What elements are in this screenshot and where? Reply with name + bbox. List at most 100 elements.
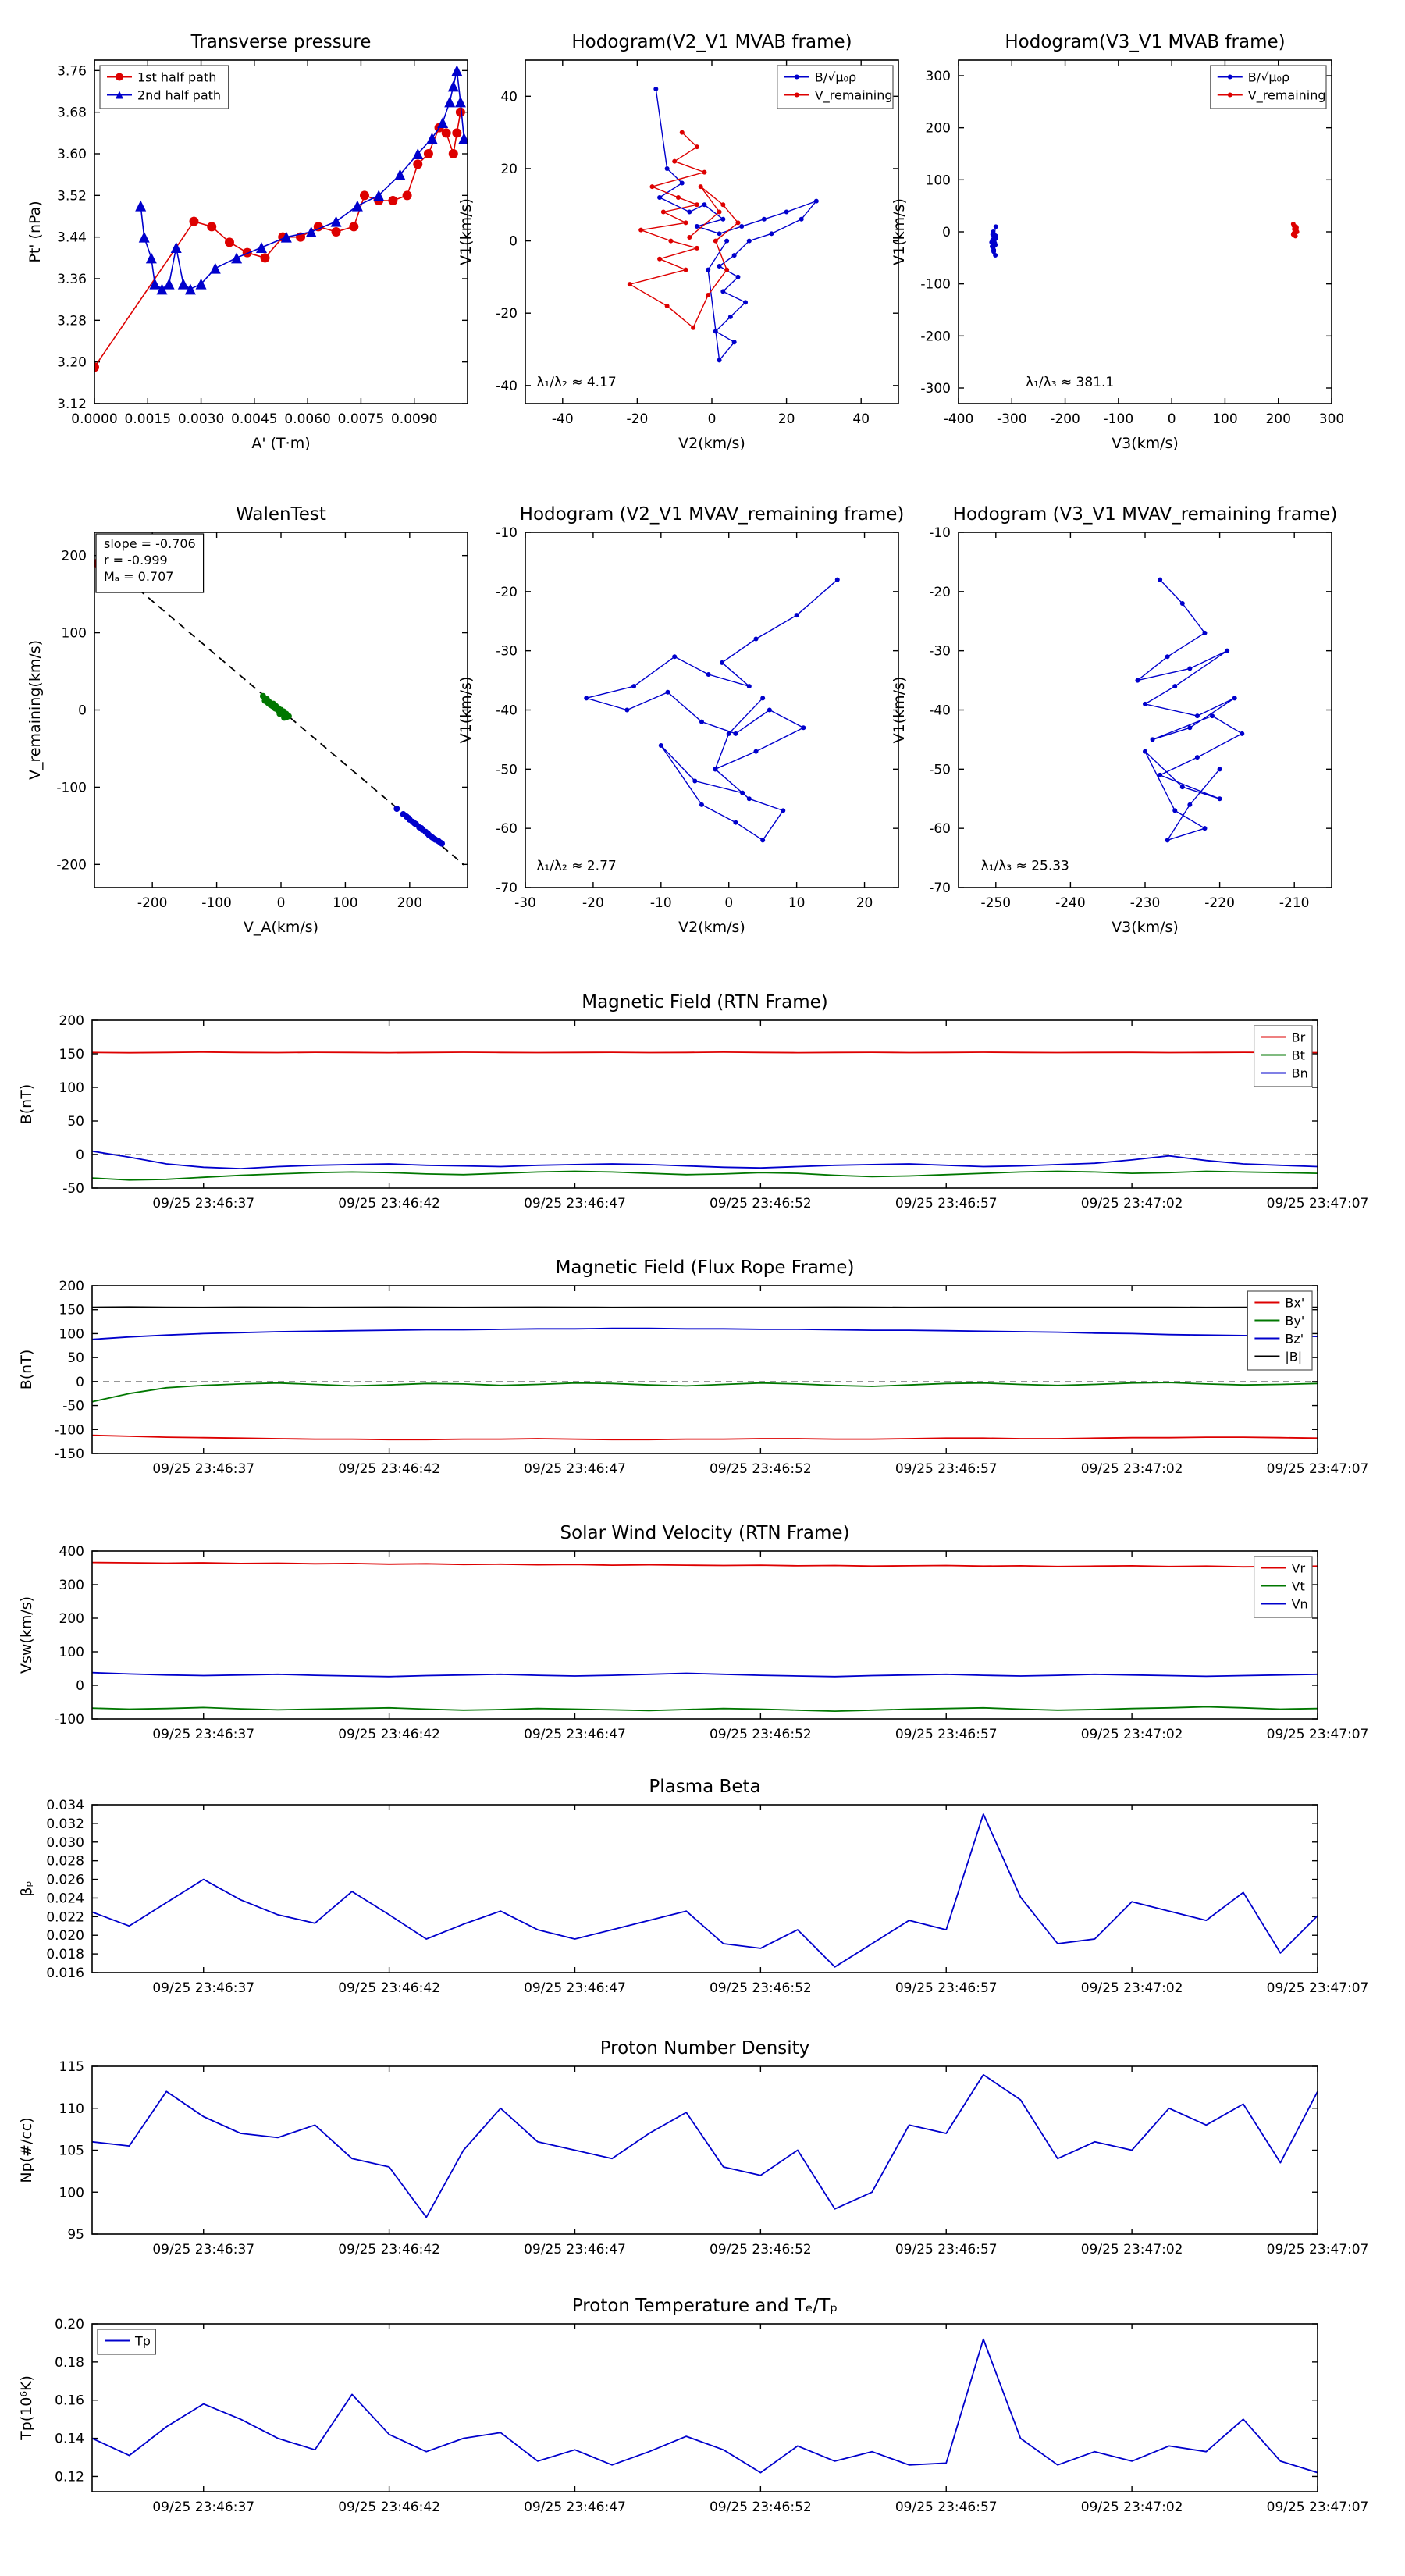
svg-text:Hodogram (V2_V1 MVAV_remaining: Hodogram (V2_V1 MVAV_remaining frame) (520, 504, 905, 525)
svg-text:40: 40 (500, 89, 518, 105)
svg-text:-100: -100 (201, 895, 232, 911)
svg-text:λ₁/λ₂ ≈ 2.77: λ₁/λ₂ ≈ 2.77 (536, 858, 616, 873)
svg-text:-40: -40 (496, 379, 518, 394)
svg-text:09/25 23:46:47: 09/25 23:46:47 (524, 2242, 626, 2258)
svg-text:09/25 23:46:57: 09/25 23:46:57 (895, 1196, 998, 1212)
svg-text:20: 20 (778, 411, 795, 427)
svg-text:200: 200 (397, 895, 422, 911)
svg-text:Bz': Bz' (1285, 1332, 1304, 1347)
svg-text:09/25 23:46:57: 09/25 23:46:57 (895, 1461, 998, 1477)
svg-text:09/25 23:46:52: 09/25 23:46:52 (710, 1980, 812, 1996)
svg-text:0.0060: 0.0060 (284, 411, 330, 427)
svg-text:09/25 23:46:52: 09/25 23:46:52 (710, 1461, 812, 1477)
svg-text:0.032: 0.032 (46, 1816, 84, 1832)
svg-text:40: 40 (852, 411, 870, 427)
svg-text:Hodogram (V3_V1 MVAV_remaining: Hodogram (V3_V1 MVAV_remaining frame) (953, 504, 1338, 525)
svg-text:B/√μ₀ρ: B/√μ₀ρ (815, 70, 856, 85)
svg-text:-10: -10 (929, 525, 951, 541)
svg-text:09/25 23:46:52: 09/25 23:46:52 (710, 1727, 812, 1742)
svg-text:0: 0 (708, 411, 717, 427)
svg-text:V3(km/s): V3(km/s) (1112, 435, 1179, 452)
chart-magnetic-field-flux-rope: Magnetic Field (Flux Rope Frame) 09/25 23… (0, 1245, 1405, 1491)
svg-text:Pt' (nPa): Pt' (nPa) (27, 201, 44, 262)
svg-text:0.0030: 0.0030 (178, 411, 224, 427)
svg-text:50: 50 (67, 1350, 84, 1366)
svg-text:300: 300 (59, 1578, 84, 1593)
svg-text:100: 100 (926, 173, 951, 188)
svg-text:100: 100 (62, 626, 87, 642)
svg-text:09/25 23:46:37: 09/25 23:46:37 (152, 1980, 254, 1996)
svg-text:-50: -50 (62, 1181, 84, 1197)
svg-text:-20: -20 (496, 306, 518, 322)
svg-text:-400: -400 (944, 411, 974, 427)
svg-text:-50: -50 (62, 1399, 84, 1414)
svg-text:0.034: 0.034 (46, 1798, 84, 1813)
svg-text:-30: -30 (514, 895, 536, 911)
svg-text:150: 150 (59, 1047, 84, 1062)
svg-text:-50: -50 (496, 762, 518, 777)
svg-text:WalenTest: WalenTest (236, 504, 326, 525)
svg-text:-240: -240 (1055, 895, 1086, 911)
svg-text:105: 105 (59, 2144, 84, 2159)
svg-text:09/25 23:47:02: 09/25 23:47:02 (1081, 1196, 1183, 1212)
svg-text:0.0045: 0.0045 (231, 411, 277, 427)
svg-text:λ₁/λ₃ ≈ 25.33: λ₁/λ₃ ≈ 25.33 (981, 858, 1069, 873)
svg-text:09/25 23:46:37: 09/25 23:46:37 (152, 2500, 254, 2515)
svg-text:3.44: 3.44 (57, 230, 87, 246)
svg-text:-250: -250 (981, 895, 1012, 911)
svg-text:09/25 23:47:07: 09/25 23:47:07 (1267, 1196, 1369, 1212)
svg-text:-100: -100 (1104, 411, 1134, 427)
chart-walen-test: WalenTest -200 -100 0 100 200 -200 -100 0 100 200 V… (16, 492, 485, 948)
svg-text:0.026: 0.026 (46, 1873, 84, 1888)
svg-text:-40: -40 (496, 703, 518, 719)
svg-text:110: 110 (59, 2101, 84, 2117)
svg-text:09/25 23:46:37: 09/25 23:46:37 (152, 1461, 254, 1477)
chart-hodogram-v3v1-mvab: Hodogram(V3_V1 MVAB frame) -400 -300 -200 -1… (880, 20, 1349, 464)
svg-text:0.16: 0.16 (55, 2393, 84, 2409)
svg-text:09/25 23:46:42: 09/25 23:46:42 (338, 2242, 440, 2258)
svg-text:-40: -40 (929, 703, 951, 719)
svg-text:09/25 23:46:47: 09/25 23:46:47 (524, 1461, 626, 1477)
svg-text:0.022: 0.022 (46, 1909, 84, 1925)
svg-text:-300: -300 (920, 381, 951, 397)
svg-text:-10: -10 (650, 895, 672, 911)
svg-text:0: 0 (277, 895, 286, 911)
svg-text:-60: -60 (496, 821, 518, 837)
svg-text:Proton Temperature and Tₑ/Tₚ: Proton Temperature and Tₑ/Tₚ (572, 2296, 838, 2316)
svg-text:09/25 23:46:47: 09/25 23:46:47 (524, 1196, 626, 1212)
svg-text:50: 50 (67, 1114, 84, 1130)
svg-text:09/25 23:47:07: 09/25 23:47:07 (1267, 1980, 1369, 1996)
svg-text:09/25 23:46:37: 09/25 23:46:37 (152, 1196, 254, 1212)
svg-text:0.016: 0.016 (46, 1966, 84, 1981)
svg-text:-50: -50 (929, 762, 951, 777)
svg-text:09/25 23:46:42: 09/25 23:46:42 (338, 1727, 440, 1742)
svg-text:09/25 23:46:52: 09/25 23:46:52 (710, 2500, 812, 2515)
svg-text:09/25 23:47:07: 09/25 23:47:07 (1267, 1461, 1369, 1477)
svg-text:09/25 23:47:07: 09/25 23:47:07 (1267, 2500, 1369, 2515)
hodogram-v3v1-mvab-plot: Hodogram(V3_V1 MVAB frame) -400 -300 -200 -1… (891, 32, 1344, 452)
svg-text:0.0090: 0.0090 (391, 411, 437, 427)
svg-text:100: 100 (1212, 411, 1237, 427)
svg-text:0.18: 0.18 (55, 2355, 84, 2371)
svg-text:3.20: 3.20 (57, 355, 87, 371)
svg-text:-30: -30 (496, 644, 518, 660)
svg-text:09/25 23:47:07: 09/25 23:47:07 (1267, 2242, 1369, 2258)
svg-text:0.030: 0.030 (46, 1835, 84, 1851)
svg-text:0.0000: 0.0000 (71, 411, 117, 427)
svg-text:100: 100 (59, 2185, 84, 2201)
svg-text:-230: -230 (1130, 895, 1161, 911)
svg-text:09/25 23:47:02: 09/25 23:47:02 (1081, 1461, 1183, 1477)
svg-text:V_remaining: V_remaining (1248, 88, 1326, 104)
svg-text:-20: -20 (582, 895, 604, 911)
svg-text:20: 20 (500, 162, 518, 177)
svg-text:-220: -220 (1204, 895, 1235, 911)
svg-text:3.36: 3.36 (57, 272, 87, 287)
svg-text:-20: -20 (929, 585, 951, 600)
svg-text:09/25 23:46:57: 09/25 23:46:57 (895, 1727, 998, 1742)
magnetic-field-rtn-plot: Magnetic Field (RTN Frame) 09/25 23:46:37… (18, 992, 1369, 1212)
svg-text:09/25 23:47:02: 09/25 23:47:02 (1081, 2500, 1183, 2515)
svg-text:200: 200 (59, 1013, 84, 1029)
svg-text:Solar Wind Velocity (RTN Frame: Solar Wind Velocity (RTN Frame) (560, 1523, 849, 1543)
svg-text:V_A(km/s): V_A(km/s) (244, 919, 318, 936)
